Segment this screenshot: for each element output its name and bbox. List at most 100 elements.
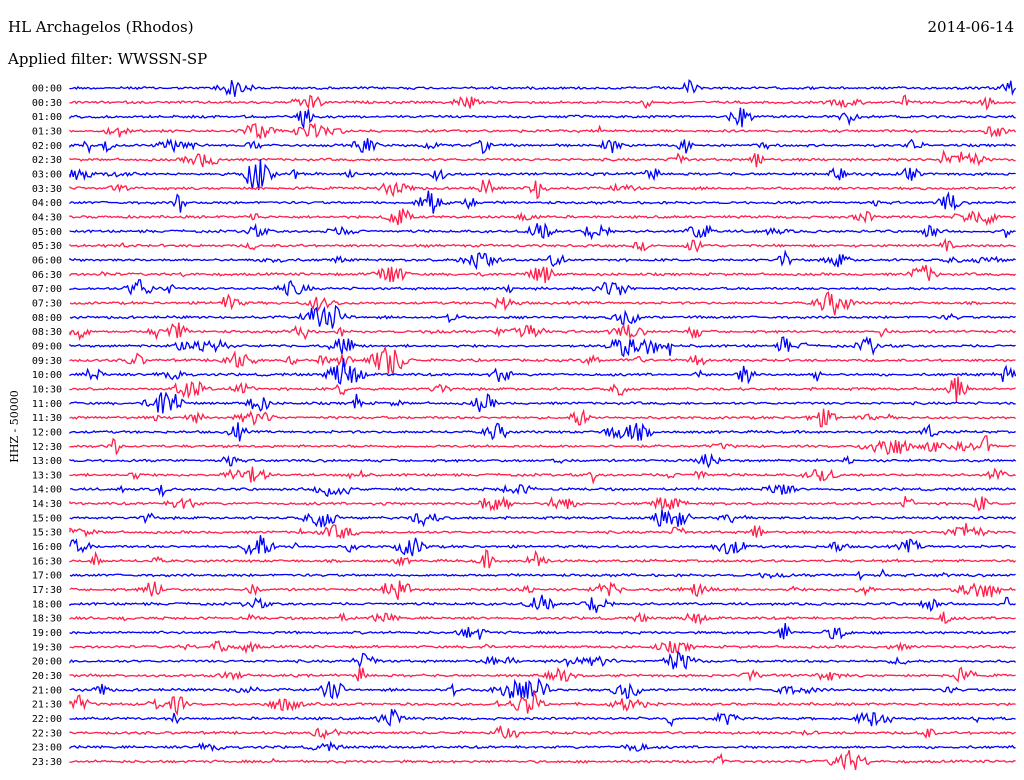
time-tick-label: 07:30 xyxy=(32,298,62,309)
time-tick-label: 05:00 xyxy=(32,227,62,238)
time-tick-label: 11:30 xyxy=(32,413,62,424)
trace-line xyxy=(69,689,1016,716)
trace-line xyxy=(69,523,1016,539)
time-tick-label: 11:00 xyxy=(32,399,62,410)
time-tick-label: 03:30 xyxy=(32,184,62,195)
trace-line xyxy=(69,677,1017,700)
trace-line xyxy=(69,208,1016,227)
time-tick-label: 03:00 xyxy=(32,169,62,180)
trace-line xyxy=(69,708,1016,728)
time-tick-label: 15:30 xyxy=(32,528,62,539)
trace-line xyxy=(69,190,1016,214)
time-tick-label: 00:30 xyxy=(32,98,62,109)
trace-line xyxy=(69,495,1016,512)
trace-line xyxy=(69,107,1016,130)
trace-line xyxy=(69,304,1016,329)
time-tick-label: 00:00 xyxy=(32,84,62,95)
time-tick-label: 14:00 xyxy=(32,485,62,496)
time-tick-label: 15:00 xyxy=(32,513,62,524)
trace-line xyxy=(69,640,1016,655)
trace-line xyxy=(69,322,1017,341)
trace-line xyxy=(69,623,1016,640)
time-tick-label: 04:30 xyxy=(32,212,62,223)
trace-line xyxy=(69,237,1016,254)
time-tick-label: 18:30 xyxy=(32,614,62,625)
trace-line xyxy=(69,138,1016,155)
trace-line xyxy=(69,594,1016,613)
trace-line xyxy=(69,94,1016,111)
trace-line xyxy=(69,222,1016,241)
trace-line xyxy=(69,484,1017,498)
trace-line xyxy=(69,122,1017,139)
time-tick-label: 23:00 xyxy=(32,743,62,754)
trace-line xyxy=(69,358,1017,385)
time-tick-label: 12:00 xyxy=(32,427,62,438)
trace-line xyxy=(69,535,1016,557)
time-tick-label: 16:00 xyxy=(32,542,62,553)
trace-line xyxy=(69,749,1016,771)
time-tick-label: 09:30 xyxy=(32,356,62,367)
time-tick-label: 17:00 xyxy=(32,571,62,582)
time-tick-label: 22:00 xyxy=(32,714,62,725)
time-tick-label: 20:00 xyxy=(32,657,62,668)
trace-line xyxy=(69,580,1016,600)
time-tick-label: 14:30 xyxy=(32,499,62,510)
time-tick-label: 05:30 xyxy=(32,241,62,252)
trace-line xyxy=(69,264,1017,283)
filter-label: Applied filter: WWSSN-SP xyxy=(8,50,208,68)
trace-line xyxy=(69,376,1016,402)
time-tick-label: 18:00 xyxy=(32,599,62,610)
trace-line xyxy=(69,509,1017,528)
time-tick-label: 20:30 xyxy=(32,671,62,682)
trace-line xyxy=(69,344,1016,376)
time-tick-label: 04:00 xyxy=(32,198,62,209)
trace-line xyxy=(69,466,1016,485)
trace-line xyxy=(69,452,1017,469)
trace-line xyxy=(69,422,1016,442)
trace-line xyxy=(69,611,1016,626)
time-tick-label: 13:00 xyxy=(32,456,62,467)
trace-line xyxy=(69,408,1016,428)
time-tick-label: 21:00 xyxy=(32,685,62,696)
trace-line xyxy=(69,435,1016,456)
time-tick-label: 01:00 xyxy=(32,112,62,123)
trace-line xyxy=(69,549,1017,569)
trace-line xyxy=(69,650,1017,670)
trace-line xyxy=(69,279,1016,297)
trace-line xyxy=(69,335,1016,358)
trace-line xyxy=(69,249,1016,271)
trace-line xyxy=(69,725,1016,740)
time-tick-label: 19:00 xyxy=(32,628,62,639)
trace-line xyxy=(69,178,1016,200)
trace-line xyxy=(69,149,1016,168)
trace-line xyxy=(69,291,1016,316)
time-tick-label: 02:00 xyxy=(32,141,62,152)
trace-line xyxy=(69,568,1016,582)
station-title: HL Archagelos (Rhodos) xyxy=(8,18,194,36)
time-tick-label: 22:30 xyxy=(32,728,62,739)
time-tick-label: 16:30 xyxy=(32,556,62,567)
time-tick-label: 07:00 xyxy=(32,284,62,295)
time-tick-label: 09:00 xyxy=(32,341,62,352)
time-tick-label: 06:30 xyxy=(32,270,62,281)
time-tick-label: 19:30 xyxy=(32,642,62,653)
time-tick-label: 06:00 xyxy=(32,255,62,266)
time-tick-label: 17:30 xyxy=(32,585,62,596)
time-tick-label: 13:30 xyxy=(32,470,62,481)
trace-line xyxy=(69,159,1016,191)
time-tick-label: 01:30 xyxy=(32,126,62,137)
trace-line xyxy=(69,391,1016,414)
trace-line xyxy=(69,740,1016,753)
time-tick-label: 23:30 xyxy=(32,757,62,768)
trace-line xyxy=(69,666,1016,683)
time-tick-label: 12:30 xyxy=(32,442,62,453)
trace-line xyxy=(69,79,1017,97)
time-tick-label: 02:30 xyxy=(32,155,62,166)
time-tick-label: 21:30 xyxy=(32,700,62,711)
date-label: 2014-06-14 xyxy=(927,18,1014,36)
time-tick-label: 08:00 xyxy=(32,313,62,324)
time-tick-label: 08:30 xyxy=(32,327,62,338)
time-tick-label: 10:00 xyxy=(32,370,62,381)
time-tick-label: 10:30 xyxy=(32,384,62,395)
